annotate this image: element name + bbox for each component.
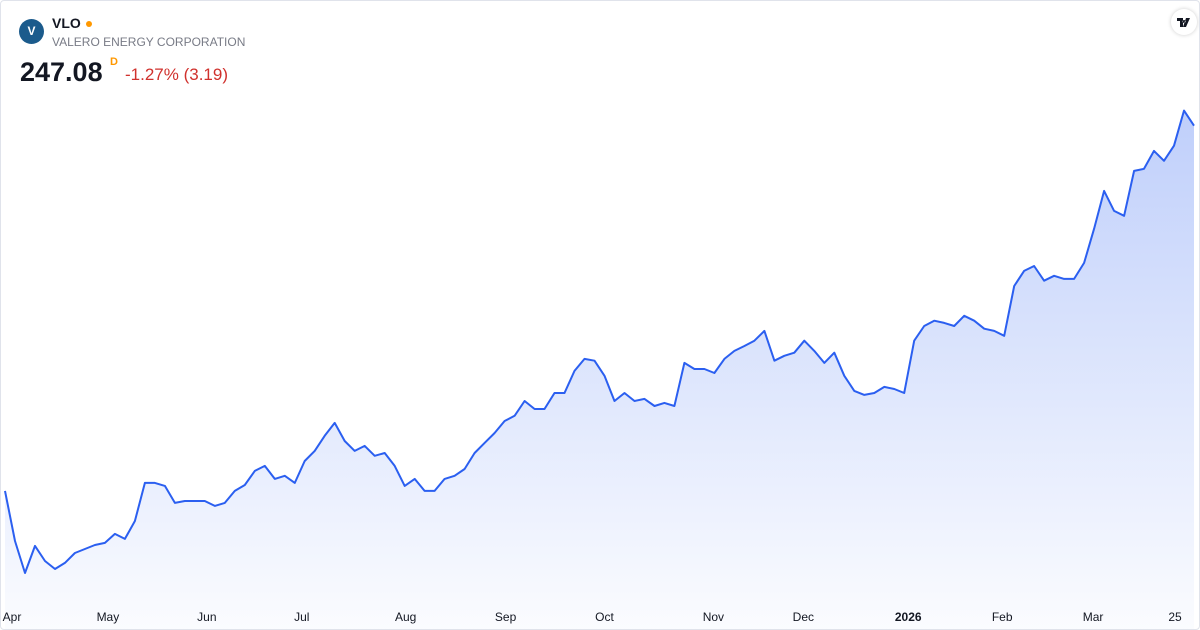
price-line [4, 109, 1195, 574]
x-tick-label: Sep [495, 610, 517, 624]
logo: V [19, 19, 44, 44]
change: -1.27% (3.19) [125, 65, 228, 84]
x-tick-label: Aug [395, 610, 416, 624]
x-tick-label: Jun [197, 610, 216, 624]
x-tick-label: Nov [703, 610, 724, 624]
company: VALERO ENERGY CORPORATION [52, 35, 246, 49]
x-tick-label: Feb [992, 610, 1013, 624]
x-tick-label: Jul [294, 610, 309, 624]
price: 247.08 [20, 57, 103, 87]
brand-icon [1177, 18, 1190, 27]
brand-button[interactable] [1171, 9, 1197, 35]
symbol: VLO [52, 15, 81, 31]
symbol-row: VLO [52, 15, 92, 31]
x-tick-label: 2026 [895, 610, 922, 624]
x-tick-label: Dec [793, 610, 814, 624]
x-tick-label: Mar [1083, 610, 1104, 624]
status-dot [85, 21, 92, 28]
x-tick-label: May [97, 610, 120, 624]
x-tick-label: Oct [595, 610, 614, 624]
x-tick-label: 25 [1168, 610, 1182, 624]
x-tick-label: Apr [3, 610, 22, 624]
interval: D [110, 56, 118, 68]
